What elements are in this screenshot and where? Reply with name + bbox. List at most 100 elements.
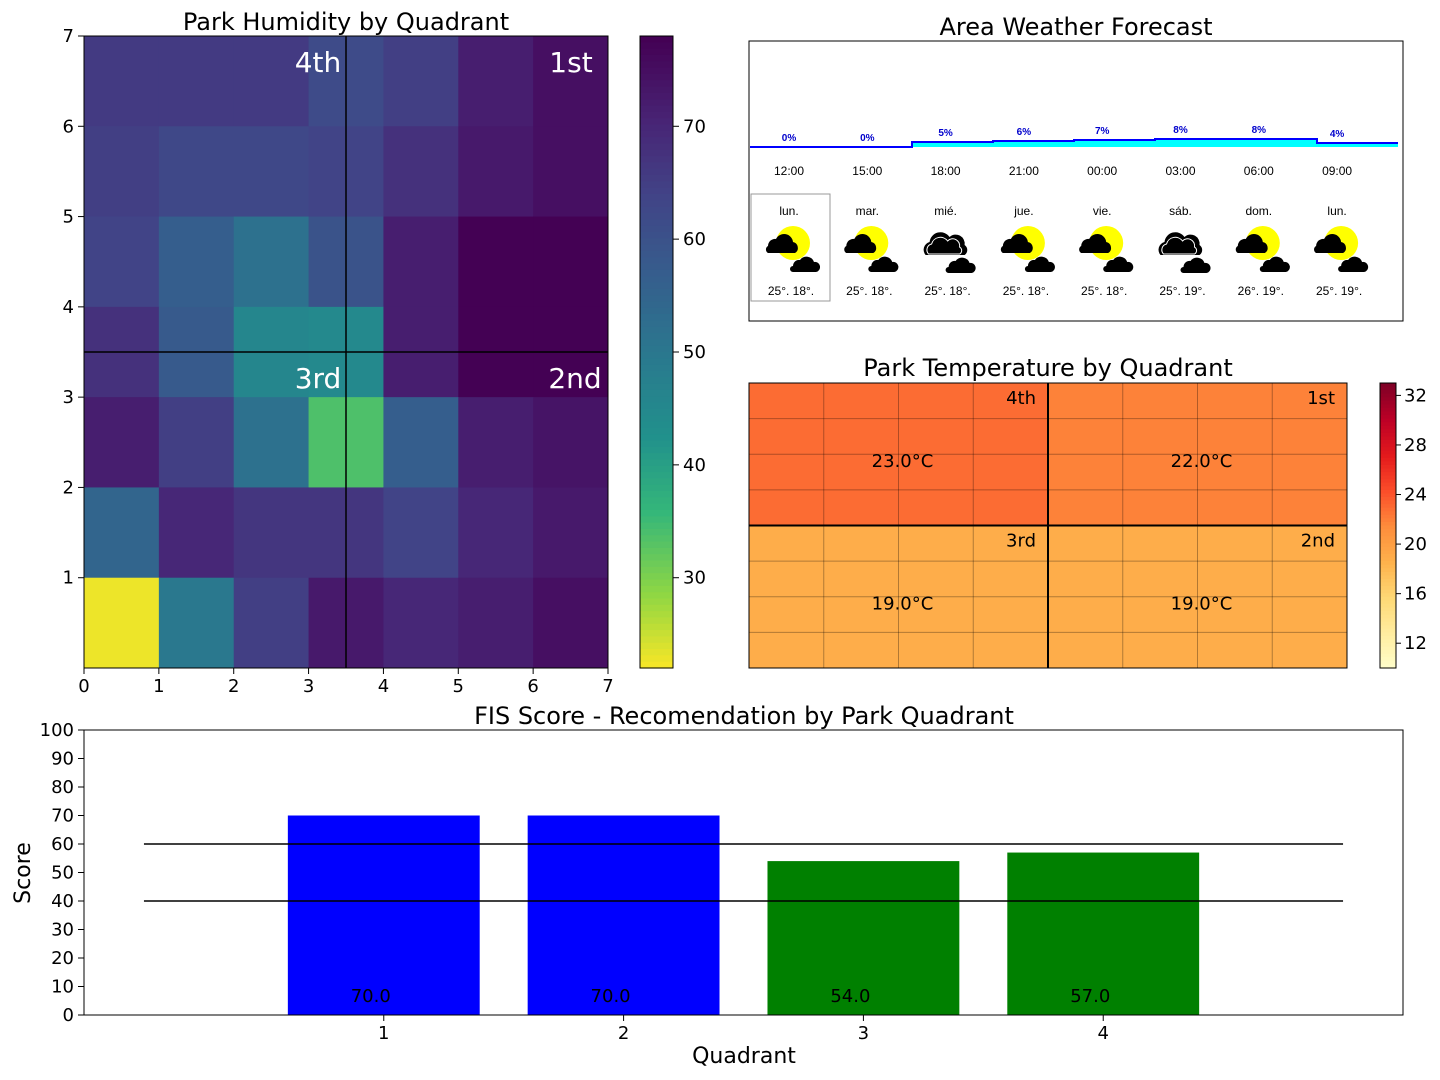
humidity-colorbar-segment (640, 105, 673, 113)
temperature-colorbar-segment (1380, 550, 1396, 555)
sun-cloud-icon (844, 226, 899, 272)
precipitation-line (750, 138, 1398, 148)
humidity-colorbar-segment (640, 408, 673, 416)
humidity-colorbar-segment (640, 326, 673, 334)
temperature-colorbar-segment (1380, 404, 1396, 409)
humidity-colorbar-segment (640, 67, 673, 75)
forecast-temps: 26°. 19°. (1238, 284, 1284, 298)
humidity-quadrant-label-2: 2nd (548, 362, 601, 395)
humidity-cell (233, 216, 310, 308)
humidity-colorbar-segment (640, 168, 673, 176)
temperature-heatmap: Park Temperature by Quadrant 4th 23.0°C 1s… (748, 354, 1427, 669)
humidity-cell (84, 487, 160, 579)
bar-title: FIS Score - Recomendation by Park Quadra… (474, 702, 1014, 730)
sun-cloud-icon (1314, 226, 1369, 272)
humidity-ytick-label: 2 (63, 477, 74, 498)
bar-ytick-label: 90 (51, 749, 74, 770)
humidity-colorbar-segment (640, 111, 673, 119)
humidity-colorbar-segment (640, 54, 673, 62)
temperature-colorbar-label: 12 (1404, 633, 1427, 654)
temperature-colorbar-segment (1380, 536, 1396, 541)
humidity-colorbar-segment (640, 617, 673, 625)
cloud-icon (1158, 232, 1211, 273)
temperature-colorbar-segment (1380, 625, 1396, 630)
temperature-colorbar-segment (1380, 586, 1396, 591)
humidity-colorbar-segment (640, 156, 673, 163)
temperature-colorbar-segment (1380, 386, 1396, 391)
temperature-colorbar-segment (1380, 493, 1396, 498)
humidity-colorbar-segment (640, 42, 673, 50)
humidity-colorbar-segment (640, 149, 673, 157)
humidity-colorbar-segment (640, 535, 673, 543)
humidity-colorbar-segment (640, 472, 673, 479)
sun-cloud-icon (765, 226, 821, 272)
humidity-colorbar-segment (640, 250, 673, 258)
temperature-colorbar-segment (1380, 532, 1396, 537)
temperature-colorbar-segment (1380, 664, 1396, 669)
humidity-quadrant-label-4: 4th (295, 46, 342, 79)
humidity-cell (383, 216, 459, 308)
temperature-colorbar-label: 28 (1404, 435, 1427, 456)
temperature-colorbar-segment (1380, 429, 1396, 434)
temperature-colorbar-segment (1380, 611, 1396, 616)
humidity-colorbar-label: 40 (683, 455, 706, 476)
forecast-hour: 09:00 (1322, 164, 1352, 178)
humidity-colorbar-segment (640, 573, 673, 581)
temperature-colorbar-segment (1380, 457, 1396, 462)
precipitation-percent: 0% (782, 133, 797, 144)
temperature-colorbar-segment (1380, 425, 1396, 430)
humidity-colorbar-segment (640, 187, 673, 195)
humidity-colorbar-segment (640, 320, 673, 328)
humidity-xtick-label: 7 (602, 676, 613, 697)
temperature-quadrant (1048, 525, 1347, 668)
humidity-colorbar-segment (640, 579, 673, 587)
humidity-colorbar-segment (640, 212, 673, 220)
temperature-colorbar-segment (1380, 393, 1396, 398)
humidity-colorbar-segment (640, 427, 673, 435)
bar-xlabel: Quadrant (692, 1044, 796, 1069)
humidity-colorbar-segment (640, 295, 673, 303)
humidity-cell (158, 577, 235, 669)
humidity-cell (158, 487, 235, 579)
temperature-colorbar-segment (1380, 635, 1396, 641)
humidity-colorbar-segment (640, 352, 673, 359)
humidity-title: Park Humidity by Quadrant (183, 8, 509, 36)
temperature-colorbar-segment (1380, 546, 1396, 552)
temperature-colorbar-segment (1380, 447, 1396, 452)
humidity-cell (233, 577, 310, 669)
humidity-colorbar-segment (640, 345, 673, 353)
humidity-colorbar-segment (640, 206, 673, 214)
temperature-colorbar-segment (1380, 628, 1396, 633)
score-value-label: 70.0 (591, 986, 631, 1007)
temperature-colorbar-segment (1380, 578, 1396, 584)
temperature-colorbar-segment (1380, 660, 1396, 666)
forecast-temps: 25°. 18°. (768, 284, 814, 298)
temperature-value: 19.0°C (1171, 594, 1233, 615)
humidity-colorbar-segment (640, 453, 673, 461)
humidity-colorbar-segment (640, 516, 673, 524)
humidity-ytick-label: 7 (63, 26, 74, 47)
humidity-cell (158, 397, 235, 488)
temperature-colorbar-segment (1380, 646, 1396, 651)
bar-ytick-label: 20 (51, 948, 74, 969)
temperature-colorbar-segment (1380, 450, 1396, 455)
score-value-label: 54.0 (830, 986, 870, 1007)
humidity-cell (458, 126, 534, 218)
score-bar (527, 815, 720, 1015)
humidity-cell (533, 487, 609, 579)
humidity-cell (533, 36, 609, 127)
humidity-colorbar-segment (640, 528, 673, 536)
temperature-colorbar-segment (1380, 472, 1396, 477)
humidity-cell (233, 36, 310, 127)
bar-ylabel: Score (11, 842, 36, 904)
bar-axes-frame (83, 729, 1404, 1016)
score-bar (767, 861, 960, 1015)
humidity-quadrant-label-3: 3rd (295, 362, 342, 395)
humidity-colorbar-segment (640, 649, 673, 656)
humidity-colorbar-segment (640, 585, 673, 593)
humidity-colorbar-segment (640, 288, 673, 296)
temperature-colorbar-segment (1380, 397, 1396, 402)
score-value-label: 57.0 (1070, 986, 1110, 1007)
score-value-label: 70.0 (351, 986, 391, 1007)
precipitation-percent: 8% (1252, 125, 1267, 136)
